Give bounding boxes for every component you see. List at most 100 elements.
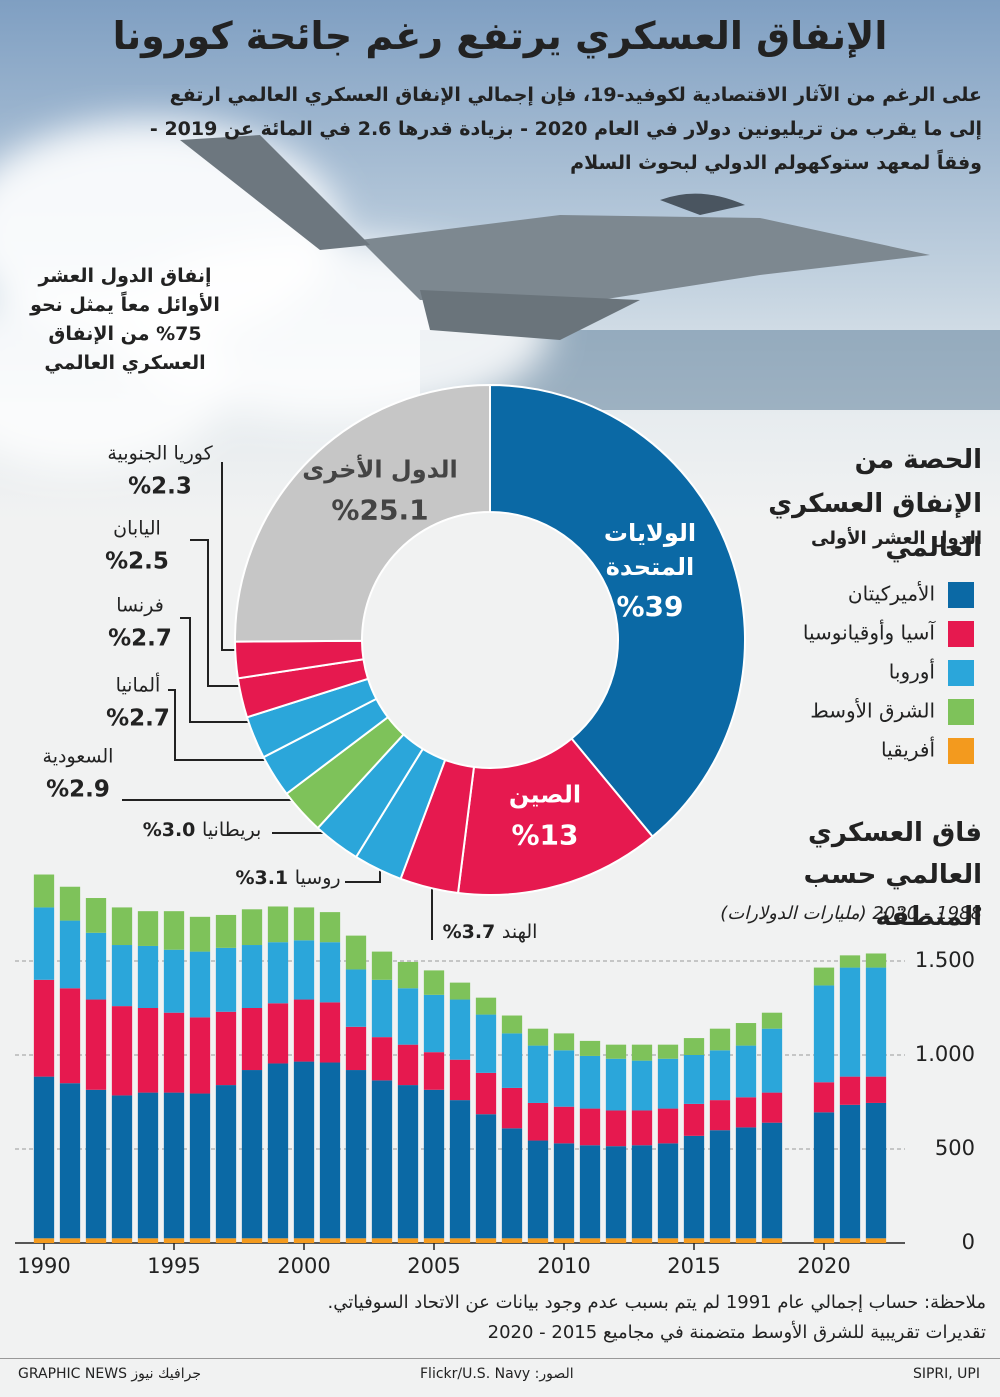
bar-segment [475, 1238, 497, 1243]
bar-segment [293, 940, 315, 1000]
bar-segment [761, 1028, 783, 1093]
bar-segment [85, 898, 107, 933]
bar-segment [397, 1085, 419, 1239]
bar-segment [345, 935, 367, 970]
pie-label-name: روسيا [294, 867, 341, 889]
bar-subtitle: 1988 - 2020 (مليارات الدولارات) [720, 903, 982, 924]
pie-slice [234, 383, 491, 643]
bar-segment [33, 874, 55, 908]
bar-segment [59, 920, 81, 989]
pie-label-value: %2.3 [128, 473, 192, 500]
bar-segment [137, 911, 159, 946]
bar-segment [579, 1145, 601, 1239]
bar-segment [475, 1014, 497, 1073]
pie-label-name: فرنسا [116, 594, 164, 617]
bar-segment [735, 1097, 757, 1128]
bar-segment [813, 985, 835, 1083]
bar-segment [33, 907, 55, 980]
bar-title: فاق العسكري العالمي حسب المنطقة [803, 818, 982, 932]
bar-segment [527, 1045, 549, 1103]
pie-label-value: %3.0 [142, 819, 196, 841]
bar-segment [709, 1050, 731, 1101]
bar-segment [501, 1238, 523, 1243]
pie-label-name: كوريا الجنوبية [107, 442, 213, 465]
bar-segment [215, 947, 237, 1012]
bar-segment [631, 1044, 653, 1061]
pie-label-name: ألمانيا [115, 674, 161, 697]
bar-segment [631, 1060, 653, 1111]
bar-segment [189, 916, 211, 952]
bar-segment [553, 1106, 575, 1144]
bar-segment [85, 1238, 107, 1243]
bar-segment [371, 1080, 393, 1239]
x-tick-label: 2010 [537, 1254, 590, 1278]
pie-label-value: %3.7 [442, 921, 496, 943]
pie-label-value: %39 [616, 590, 684, 624]
bar-segment [397, 961, 419, 989]
pie-title: الحصة من الإنفاق العسكري العالمي [768, 445, 982, 563]
bar-segment [839, 955, 861, 968]
bar-segment [371, 979, 393, 1038]
bar-segment [605, 1110, 627, 1147]
y-tick-label: 1.500 [915, 948, 975, 972]
bar-segment [761, 1092, 783, 1123]
bar-segment [735, 1127, 757, 1239]
note: تقديرات تقريبية للشرق الأوسط متضمنة في م… [487, 1322, 986, 1343]
bar-segment [319, 1062, 341, 1239]
y-tick-label: 500 [935, 1136, 975, 1160]
bar-segment [449, 982, 471, 1000]
pie-label: السعودية %2.9 [43, 744, 114, 803]
bar-segment [605, 1044, 627, 1059]
bar-segment [215, 1011, 237, 1086]
bar-segment [215, 1085, 237, 1239]
footer-rule [0, 1358, 1000, 1359]
bar-segment [163, 1092, 185, 1239]
pie-subtitle: الدول العشر الأولى [811, 528, 982, 549]
bar-segment [449, 1100, 471, 1239]
bar-segment [241, 909, 263, 946]
bar-segment [579, 1108, 601, 1146]
pie-label-value: %3.1 [235, 867, 289, 889]
legend-swatch [948, 660, 974, 686]
bar-segment [579, 1040, 601, 1056]
bar-segment [33, 1238, 55, 1243]
footer-brand: جرافيك نيوز GRAPHIC NEWS [18, 1366, 201, 1382]
legend-swatch [948, 738, 974, 764]
bar-segment [709, 1100, 731, 1131]
x-tick-label: 2005 [407, 1254, 460, 1278]
bar-segment [345, 969, 367, 1027]
legend-label: أوروبا [889, 659, 935, 684]
bar-segment [527, 1102, 549, 1141]
pie-label: كوريا الجنوبية %2.3 [107, 441, 212, 500]
bar-segment [709, 1238, 731, 1243]
x-tick-label: 2015 [667, 1254, 720, 1278]
bar-segment [163, 1238, 185, 1243]
bar-segment [85, 999, 107, 1090]
bar-segment [709, 1028, 731, 1051]
bar-segment [163, 949, 185, 1013]
bar-segment [657, 1058, 679, 1109]
bar-segment [137, 1092, 159, 1239]
bar-segment [735, 1045, 757, 1098]
title: الإنفاق العسكري يرتفع رغم جائحة كورونا [112, 14, 888, 58]
bar-segment [59, 988, 81, 1084]
pie-label-name: اليابان [113, 517, 161, 540]
footer-source: SIPRI, UPI [912, 1366, 980, 1382]
pie-label: الدول الأخرى %25.1 [302, 454, 458, 527]
bar-segment [111, 1095, 133, 1239]
bar-segment [813, 1238, 835, 1243]
bar-segment [371, 1037, 393, 1081]
bar-segment [137, 1238, 159, 1243]
bar-segment [111, 945, 133, 1007]
bar-segment [189, 1017, 211, 1094]
bar-segment [319, 942, 341, 1003]
bar-segment [501, 1033, 523, 1088]
legend-swatch [948, 582, 974, 608]
bar-segment [683, 1038, 705, 1055]
bar-segment [579, 1055, 601, 1109]
pie-label-name: بريطانيا [202, 819, 262, 841]
bar-segment [735, 1023, 757, 1046]
bar-segment [293, 999, 315, 1062]
